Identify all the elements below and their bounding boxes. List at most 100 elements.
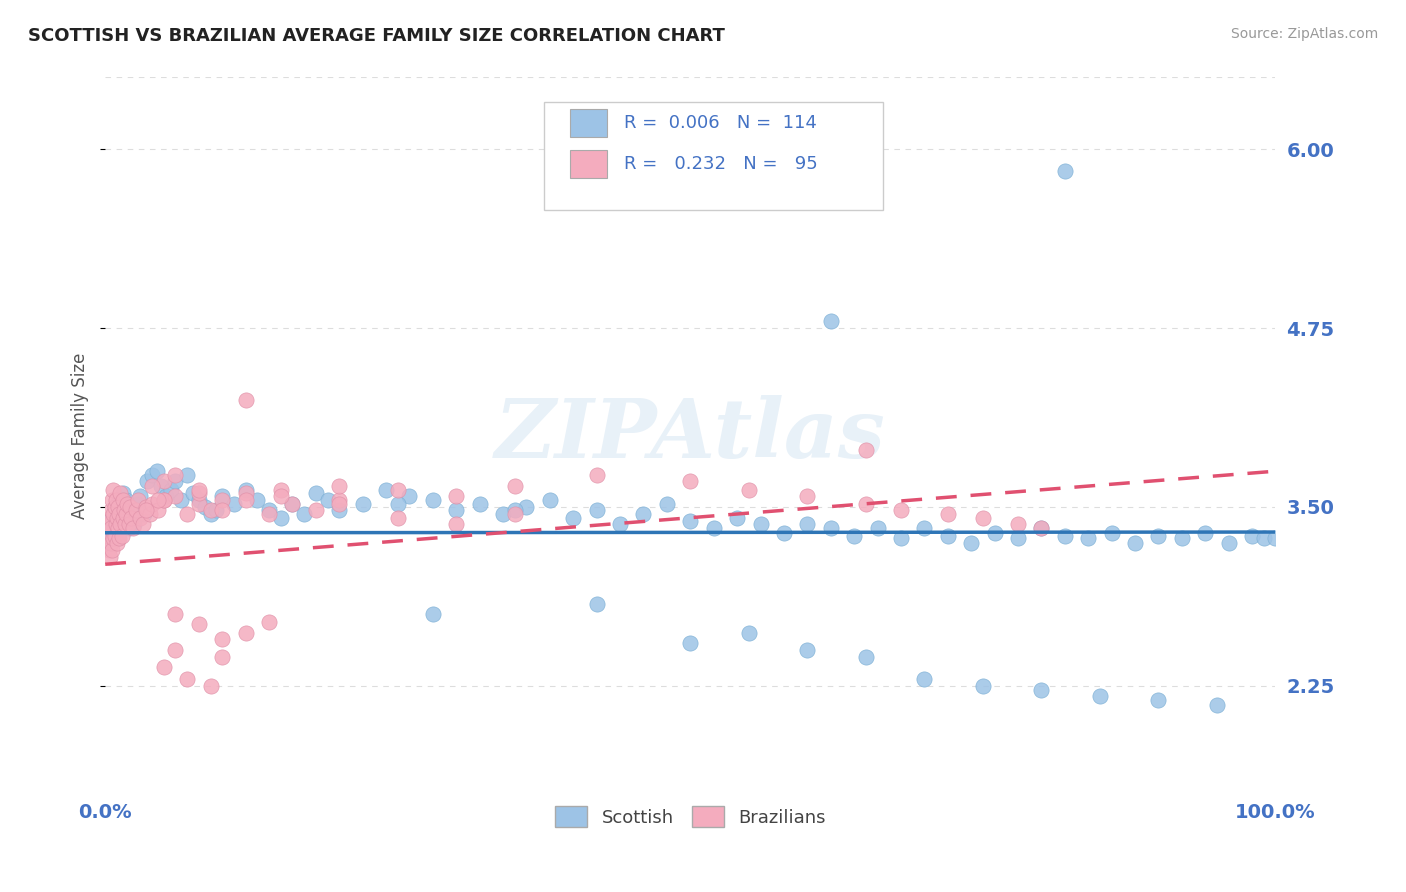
- Point: [107, 532, 129, 546]
- Point: [1007, 532, 1029, 546]
- Point: [110, 497, 132, 511]
- Point: [117, 503, 139, 517]
- Point: [108, 532, 131, 546]
- Point: [117, 497, 139, 511]
- Point: [96, 528, 118, 542]
- Point: [328, 492, 350, 507]
- Point: [211, 650, 233, 665]
- Point: [983, 525, 1005, 540]
- Point: [104, 517, 127, 532]
- Point: [122, 521, 145, 535]
- Point: [111, 492, 134, 507]
- Point: [235, 492, 257, 507]
- Point: [108, 507, 131, 521]
- Point: [1240, 528, 1263, 542]
- Point: [101, 543, 124, 558]
- Point: [111, 485, 134, 500]
- Point: [200, 679, 222, 693]
- Point: [866, 521, 889, 535]
- Point: [200, 503, 222, 517]
- Point: [96, 521, 118, 535]
- Point: [105, 497, 128, 511]
- Point: [103, 500, 125, 514]
- Point: [105, 511, 128, 525]
- Point: [1007, 517, 1029, 532]
- Point: [855, 442, 877, 457]
- Point: [738, 626, 761, 640]
- Point: [211, 632, 233, 646]
- Point: [679, 474, 702, 488]
- Point: [328, 503, 350, 517]
- Point: [281, 497, 304, 511]
- Point: [292, 507, 315, 521]
- Point: [101, 511, 124, 525]
- FancyBboxPatch shape: [569, 110, 607, 136]
- Point: [211, 489, 233, 503]
- Point: [890, 532, 912, 546]
- Point: [235, 392, 257, 407]
- Point: [1218, 535, 1240, 549]
- Point: [112, 503, 135, 517]
- Point: [165, 468, 187, 483]
- Point: [1205, 698, 1227, 712]
- Point: [820, 314, 842, 328]
- Point: [146, 492, 169, 507]
- Point: [960, 535, 983, 549]
- Point: [585, 468, 607, 483]
- Point: [114, 517, 136, 532]
- Point: [165, 643, 187, 657]
- Point: [141, 478, 163, 492]
- Point: [205, 503, 228, 517]
- Point: [159, 483, 181, 497]
- Y-axis label: Average Family Size: Average Family Size: [72, 352, 89, 518]
- Point: [446, 489, 468, 503]
- Point: [352, 497, 374, 511]
- Point: [257, 503, 280, 517]
- Point: [1077, 532, 1099, 546]
- Text: R =  0.006   N =  114: R = 0.006 N = 114: [624, 114, 817, 132]
- Point: [165, 474, 187, 488]
- Point: [211, 492, 233, 507]
- Point: [387, 483, 409, 497]
- Point: [97, 517, 120, 532]
- Point: [103, 528, 125, 542]
- Point: [117, 517, 139, 532]
- Point: [503, 507, 526, 521]
- Point: [235, 483, 257, 497]
- Point: [152, 474, 174, 488]
- Point: [200, 507, 222, 521]
- Point: [150, 478, 173, 492]
- Point: [170, 492, 193, 507]
- Text: SCOTTISH VS BRAZILIAN AVERAGE FAMILY SIZE CORRELATION CHART: SCOTTISH VS BRAZILIAN AVERAGE FAMILY SIZ…: [28, 27, 725, 45]
- Point: [103, 528, 125, 542]
- Point: [187, 492, 209, 507]
- Point: [773, 525, 796, 540]
- Point: [515, 500, 537, 514]
- Point: [305, 503, 328, 517]
- Point: [107, 500, 129, 514]
- Point: [98, 514, 121, 528]
- Point: [100, 525, 122, 540]
- Point: [328, 497, 350, 511]
- Point: [141, 497, 163, 511]
- Point: [1031, 683, 1053, 698]
- Point: [131, 517, 153, 532]
- Point: [912, 672, 935, 686]
- Text: R =   0.232   N =   95: R = 0.232 N = 95: [624, 155, 817, 173]
- Point: [1147, 693, 1170, 707]
- Point: [936, 507, 959, 521]
- Point: [101, 492, 124, 507]
- Point: [138, 507, 160, 521]
- Point: [842, 528, 865, 542]
- Point: [104, 517, 127, 532]
- Point: [135, 500, 157, 514]
- Point: [492, 507, 515, 521]
- Point: [105, 521, 128, 535]
- Point: [100, 517, 122, 532]
- Point: [176, 468, 198, 483]
- Point: [132, 507, 155, 521]
- Point: [135, 503, 157, 517]
- Point: [176, 672, 198, 686]
- Point: [235, 626, 257, 640]
- Point: [1253, 532, 1275, 546]
